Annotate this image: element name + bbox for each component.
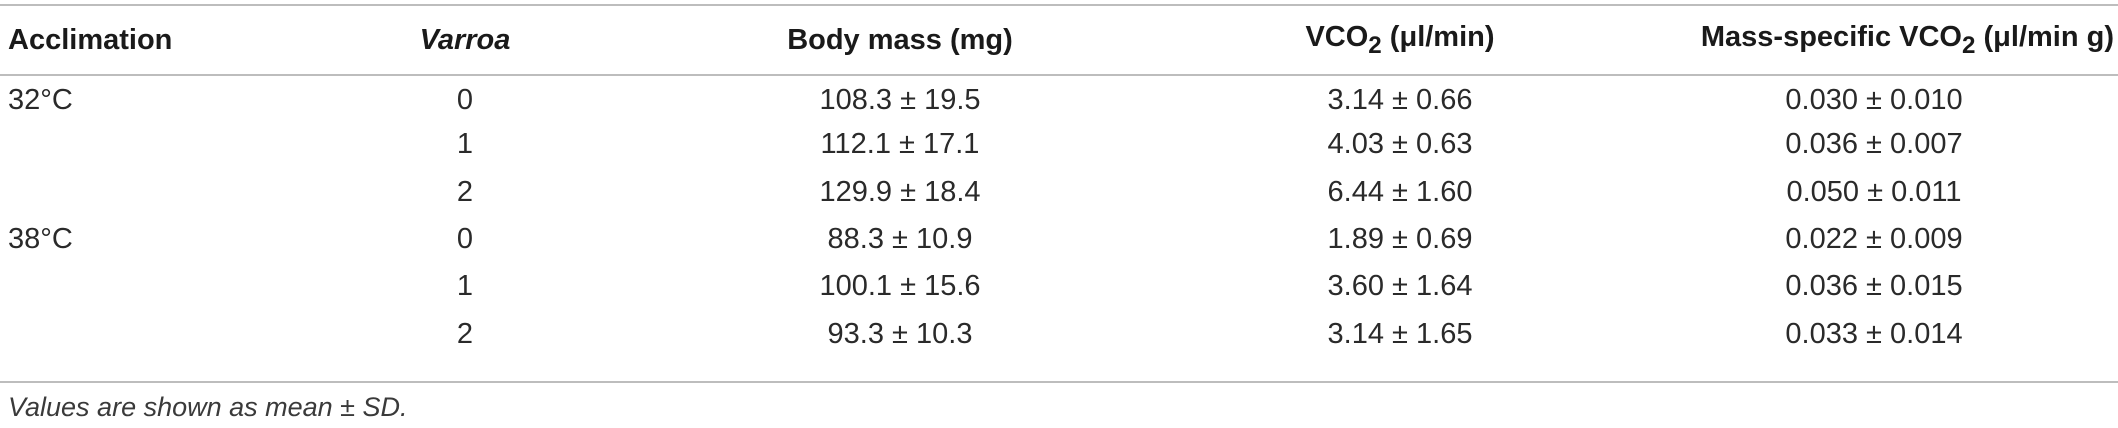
cell-body-mass: 129.9 ± 18.4 — [819, 175, 981, 208]
header-body-mass: Body mass (mg) — [787, 23, 1013, 56]
cell-vco2: 3.60 ± 1.64 — [1327, 270, 1473, 303]
table-row: 2 129.9 ± 18.4 6.44 ± 1.60 0.050 ± 0.011 — [0, 169, 2118, 216]
header-ms-subscript: 2 — [1962, 31, 1976, 59]
cell-acclimation: 38°C — [8, 223, 73, 256]
cell-vco2: 6.44 ± 1.60 — [1327, 175, 1473, 208]
table-footnote: Values are shown as mean ± SD. — [8, 392, 408, 422]
cell-mass-specific-vco2: 0.030 ± 0.010 — [1785, 84, 1963, 117]
header-ms-unit: (μl/min g) — [1975, 20, 2114, 53]
table-row: 1 100.1 ± 15.6 3.60 ± 1.64 0.036 ± 0.015 — [0, 263, 2118, 310]
cell-acclimation — [0, 121, 300, 168]
header-vco2-label: VCO — [1305, 20, 1369, 53]
cell-acclimation: 32°C — [8, 84, 73, 117]
header-vco2-unit: (μl/min) — [1381, 20, 1495, 53]
header-vco2-subscript: 2 — [1368, 31, 1382, 59]
cell-acclimation — [0, 263, 300, 310]
cell-body-mass: 108.3 ± 19.5 — [819, 84, 981, 117]
cell-body-mass: 93.3 ± 10.3 — [827, 317, 973, 350]
cell-acclimation — [0, 310, 300, 357]
cell-varroa: 0 — [456, 223, 474, 256]
cell-mass-specific-vco2: 0.036 ± 0.015 — [1785, 270, 1963, 303]
cell-acclimation — [0, 169, 300, 216]
cell-vco2: 1.89 ± 0.69 — [1327, 223, 1473, 256]
cell-varroa: 1 — [456, 270, 474, 303]
cell-mass-specific-vco2: 0.033 ± 0.014 — [1785, 317, 1963, 350]
cell-vco2: 3.14 ± 0.66 — [1327, 84, 1473, 117]
cell-varroa: 1 — [456, 128, 474, 161]
cell-mass-specific-vco2: 0.050 ± 0.011 — [1786, 175, 1962, 208]
top-rule — [0, 4, 2118, 6]
cell-varroa: 0 — [456, 84, 474, 117]
header-acclimation: Acclimation — [8, 23, 173, 56]
header-ms-label: Mass-specific VCO — [1700, 20, 1962, 53]
results-table: Acclimation Varroa Body mass (mg) VCO2 (… — [0, 6, 2118, 358]
table-body: 32°C 0 108.3 ± 19.5 3.14 ± 0.66 0.030 ± … — [0, 74, 2118, 358]
table-row: 38°C 0 88.3 ± 10.9 1.89 ± 0.69 0.022 ± 0… — [0, 216, 2118, 263]
header-vco2: VCO2 (μl/min) — [1170, 6, 1630, 74]
header-mass-specific-vco2: Mass-specific VCO2 (μl/min g) — [1630, 6, 2118, 74]
cell-body-mass: 100.1 ± 15.6 — [819, 270, 981, 303]
header-varroa: Varroa — [419, 23, 511, 56]
cell-vco2: 3.14 ± 1.65 — [1327, 317, 1473, 350]
cell-varroa: 2 — [456, 175, 474, 208]
bottom-rule — [0, 381, 2118, 383]
cell-vco2: 4.03 ± 0.63 — [1327, 128, 1473, 161]
cell-varroa: 2 — [456, 317, 474, 350]
cell-mass-specific-vco2: 0.036 ± 0.007 — [1785, 128, 1963, 161]
table-row: 2 93.3 ± 10.3 3.14 ± 1.65 0.033 ± 0.014 — [0, 310, 2118, 357]
cell-mass-specific-vco2: 0.022 ± 0.009 — [1785, 223, 1963, 256]
header-rule — [0, 74, 2118, 76]
cell-body-mass: 112.1 ± 17.1 — [820, 128, 980, 161]
table-row: 1 112.1 ± 17.1 4.03 ± 0.63 0.036 ± 0.007 — [0, 121, 2118, 168]
cell-body-mass: 88.3 ± 10.9 — [827, 223, 973, 256]
header-row: Acclimation Varroa Body mass (mg) VCO2 (… — [0, 6, 2118, 74]
table-row: 32°C 0 108.3 ± 19.5 3.14 ± 0.66 0.030 ± … — [0, 74, 2118, 121]
table-header: Acclimation Varroa Body mass (mg) VCO2 (… — [0, 6, 2118, 74]
